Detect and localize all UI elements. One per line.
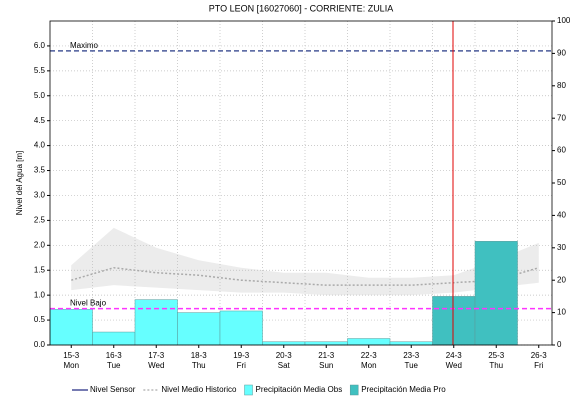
legend-label: Nivel Sensor bbox=[90, 385, 136, 394]
y2-tick-label: 30 bbox=[557, 243, 566, 252]
y2-tick-label: 40 bbox=[557, 211, 566, 220]
x-tick-label-day: Thu bbox=[489, 361, 503, 370]
y2-tick-label: 0 bbox=[557, 340, 562, 349]
y-tick-label: 3.5 bbox=[34, 166, 46, 175]
x-tick-label: 18-3 bbox=[191, 351, 208, 360]
historic-range bbox=[71, 227, 539, 296]
bar bbox=[474, 241, 518, 346]
plot-frame bbox=[49, 20, 553, 346]
legend-label: Precipitación Media Pro bbox=[361, 385, 446, 394]
x-tick-label: 20-3 bbox=[276, 351, 293, 360]
y-tick-label: 2.5 bbox=[34, 215, 46, 224]
x-tick-label: 26-3 bbox=[531, 351, 548, 360]
y-tick-label: 4.5 bbox=[34, 116, 46, 125]
bar bbox=[134, 299, 178, 346]
x-tick-label-day: Wed bbox=[148, 361, 164, 370]
x-tick-label: 16-3 bbox=[106, 351, 123, 360]
y2-tick-label: 10 bbox=[557, 308, 566, 317]
x-tick-label-day: Tue bbox=[107, 361, 121, 370]
bar bbox=[219, 310, 263, 346]
y-tick-label: 4.0 bbox=[34, 141, 46, 150]
y-axis-label: Nivel del Agua [m] bbox=[15, 151, 24, 215]
x-tick-label-day: Mon bbox=[63, 361, 79, 370]
bar bbox=[177, 312, 221, 346]
reference-label: Maximo bbox=[70, 41, 99, 50]
y-tick-label: 0.5 bbox=[34, 315, 46, 324]
y2-tick-label: 60 bbox=[557, 146, 566, 155]
line bbox=[71, 266, 539, 286]
y-tick-label: 5.0 bbox=[34, 91, 46, 100]
y-tick-label: 3.0 bbox=[34, 191, 46, 200]
legend-swatch bbox=[244, 384, 253, 396]
x-tick-label-day: Wed bbox=[446, 361, 462, 370]
y-tick-label: 6.0 bbox=[34, 41, 46, 50]
legend-label: Precipitación Media Obs bbox=[256, 385, 343, 394]
x-tick-label: 24-3 bbox=[446, 351, 463, 360]
y-tick-label: 1.0 bbox=[34, 290, 46, 299]
chart-title: PTO LEON [16027060] - CORRIENTE: ZULIA bbox=[209, 3, 393, 13]
x-tick-label-day: Sun bbox=[319, 361, 333, 370]
bar bbox=[262, 341, 306, 346]
bar bbox=[304, 341, 348, 346]
x-tick-label-day: Fri bbox=[534, 361, 544, 370]
x-tick-label: 23-3 bbox=[403, 351, 420, 360]
y2-tick-label: 70 bbox=[557, 113, 566, 122]
x-tick-label-day: Tue bbox=[405, 361, 419, 370]
y-tick-label: 2.0 bbox=[34, 240, 46, 249]
bar bbox=[347, 338, 391, 346]
x-tick-label-day: Thu bbox=[192, 361, 206, 370]
x-tick-label: 15-3 bbox=[63, 351, 80, 360]
x-tick-label: 25-3 bbox=[488, 351, 505, 360]
y2-tick-label: 80 bbox=[557, 81, 566, 90]
x-tick-label-day: Mon bbox=[361, 361, 377, 370]
bar bbox=[389, 341, 433, 346]
x-tick-label: 19-3 bbox=[233, 351, 250, 360]
reference-label: Nivel Bajo bbox=[70, 299, 107, 308]
bar bbox=[49, 309, 93, 346]
y-tick-label: 0.0 bbox=[34, 340, 46, 349]
y2-tick-label: 100 bbox=[557, 16, 571, 25]
y2-tick-label: 50 bbox=[557, 178, 566, 187]
x-tick-label: 22-3 bbox=[361, 351, 378, 360]
x-tick-label: 17-3 bbox=[148, 351, 165, 360]
x-tick-label: 21-3 bbox=[318, 351, 335, 360]
legend-swatch bbox=[349, 384, 359, 396]
x-tick-label-day: Fri bbox=[237, 361, 247, 370]
bar bbox=[92, 331, 136, 346]
y-tick-label: 5.5 bbox=[34, 66, 46, 75]
y2-tick-label: 20 bbox=[557, 275, 566, 284]
y-tick-label: 1.5 bbox=[34, 265, 46, 274]
x-tick-label-day: Sat bbox=[278, 361, 291, 370]
y2-tick-label: 90 bbox=[557, 49, 566, 58]
legend-label: Nivel Medio Historico bbox=[161, 385, 237, 394]
bar bbox=[432, 296, 476, 346]
